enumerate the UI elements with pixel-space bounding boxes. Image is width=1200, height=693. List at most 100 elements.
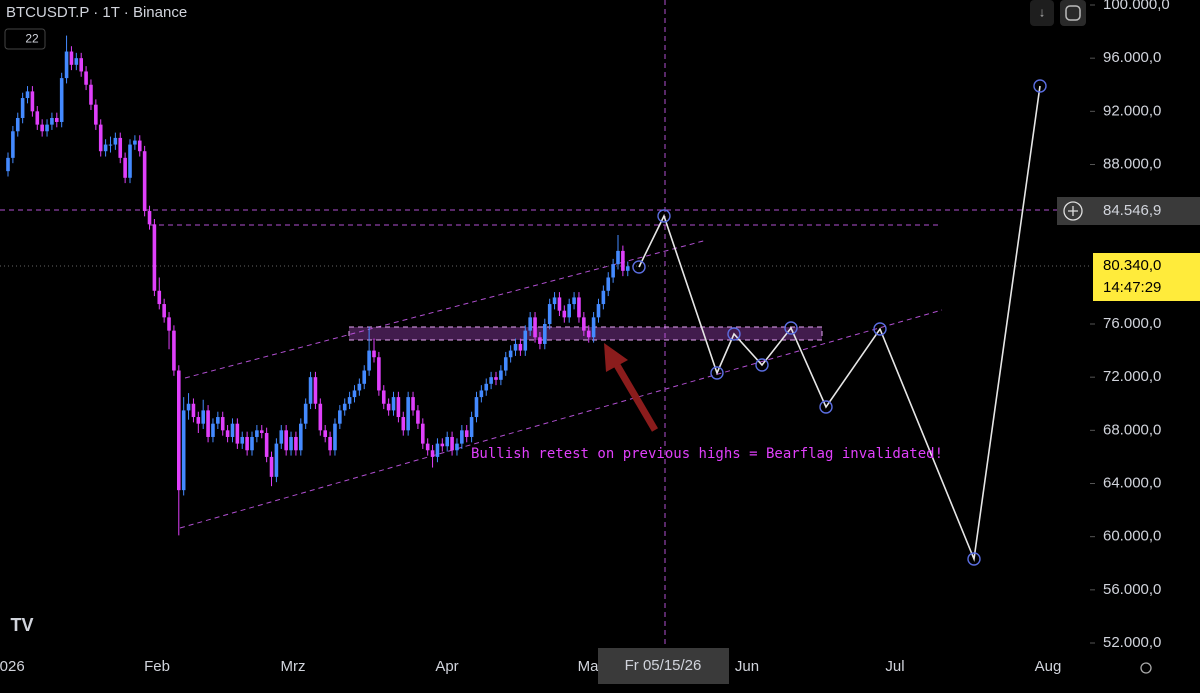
y-tick-label: 64.000,0 bbox=[1103, 474, 1161, 491]
candle-body bbox=[591, 317, 596, 338]
candle-body bbox=[55, 117, 59, 122]
add-icon-plus bbox=[1068, 206, 1078, 216]
candle-body bbox=[11, 131, 15, 158]
candle-body bbox=[381, 390, 386, 404]
candle-body bbox=[528, 317, 532, 331]
arrow-shaft bbox=[610, 358, 659, 432]
channel-lower bbox=[179, 309, 943, 529]
candle-body bbox=[45, 124, 49, 132]
crosshair-price-box bbox=[1057, 197, 1200, 225]
candle-body bbox=[259, 430, 264, 433]
candle-body bbox=[328, 436, 332, 451]
settings-icon[interactable] bbox=[1140, 662, 1152, 674]
y-tick-label: 60.000,0 bbox=[1103, 528, 1161, 545]
candle-body bbox=[50, 117, 54, 125]
candle-body bbox=[308, 377, 313, 404]
refresh-button[interactable] bbox=[1060, 0, 1086, 26]
candle-body bbox=[347, 397, 352, 404]
candle-body bbox=[313, 377, 318, 404]
candle-body bbox=[616, 250, 620, 265]
y-tick-label: 96.000,0 bbox=[1103, 49, 1161, 66]
candle-body bbox=[484, 383, 489, 391]
candle-body bbox=[547, 304, 552, 324]
candle-body bbox=[596, 304, 601, 318]
x-tick-label: Feb bbox=[144, 658, 170, 675]
last-price-box bbox=[1093, 253, 1200, 301]
candle-body bbox=[98, 124, 103, 152]
badge: 22 bbox=[25, 32, 39, 46]
candle-body bbox=[186, 403, 191, 411]
annotation: Bullish retest on previous highs = Bearf… bbox=[471, 446, 943, 462]
x-tick-label: Jun bbox=[735, 658, 759, 675]
y-tick-label: 72.000,0 bbox=[1103, 368, 1161, 385]
scroll-button[interactable] bbox=[1030, 0, 1054, 26]
candle-body bbox=[367, 350, 371, 371]
candle-body bbox=[323, 430, 327, 437]
candle-body bbox=[284, 430, 288, 451]
candle-body bbox=[435, 443, 440, 457]
y-tick-label: 100.000,0 bbox=[1103, 0, 1170, 13]
x-tick-label: 2026 bbox=[0, 658, 25, 675]
candle-body bbox=[494, 377, 498, 380]
candle-body bbox=[196, 417, 201, 424]
crosshair-price: 84.546,9 bbox=[1103, 202, 1161, 219]
candle-body bbox=[489, 377, 493, 384]
candle-body bbox=[89, 84, 93, 105]
candle-body bbox=[84, 71, 88, 85]
y-tick-label: 52.000,0 bbox=[1103, 634, 1161, 651]
candle-body bbox=[469, 417, 474, 437]
candle-body bbox=[557, 297, 562, 311]
candle-body bbox=[386, 403, 391, 411]
candle-body bbox=[264, 432, 269, 457]
candle-body bbox=[201, 410, 205, 424]
candle-body bbox=[425, 443, 430, 451]
candle-body bbox=[460, 430, 464, 444]
candle-body bbox=[440, 443, 445, 447]
price-axis: 100.000,0 96.000,0 92.000,0 88.000,0 76.000,… bbox=[1090, 0, 1170, 651]
candle-body bbox=[538, 337, 542, 344]
projection-points bbox=[632, 79, 1047, 566]
candle-body bbox=[562, 310, 567, 318]
candle-body bbox=[94, 104, 98, 125]
candle-body bbox=[567, 304, 571, 318]
crosshair-date-box bbox=[598, 648, 729, 684]
scroll-icon: ↓ bbox=[1039, 4, 1046, 19]
candle-body bbox=[357, 383, 362, 391]
candle-body bbox=[108, 144, 113, 146]
candle-body bbox=[499, 370, 503, 380]
candle-body bbox=[69, 51, 74, 65]
candle-body bbox=[6, 157, 10, 172]
candle-body bbox=[299, 423, 303, 451]
candle-body bbox=[35, 111, 40, 125]
candle-body bbox=[152, 224, 157, 291]
candle-body bbox=[191, 403, 196, 418]
y-tick-label: 68.000,0 bbox=[1103, 421, 1161, 438]
candle-body bbox=[147, 211, 152, 225]
candle-body bbox=[20, 98, 25, 118]
candle-body bbox=[240, 436, 245, 444]
candle-body bbox=[601, 290, 606, 305]
candle-body bbox=[406, 397, 410, 431]
x-tick-label: Ma bbox=[578, 658, 599, 675]
candle-body bbox=[15, 117, 20, 132]
candle-body bbox=[338, 410, 342, 424]
candle-body bbox=[450, 436, 454, 451]
candle-body bbox=[503, 357, 508, 371]
candle-body bbox=[411, 397, 415, 411]
candle-body bbox=[362, 370, 367, 384]
candle-body bbox=[128, 144, 132, 178]
projection-path bbox=[638, 85, 1041, 563]
candle-body bbox=[621, 250, 625, 271]
candle-body bbox=[445, 436, 449, 447]
candle-body bbox=[474, 397, 479, 418]
candle-body bbox=[269, 456, 274, 477]
add-icon[interactable] bbox=[1063, 201, 1083, 221]
candle-body bbox=[294, 436, 298, 451]
last-price: 80.340,0 bbox=[1103, 257, 1161, 274]
candle-body bbox=[133, 140, 137, 145]
candle-body bbox=[464, 430, 469, 437]
candle-body bbox=[118, 137, 123, 158]
candle-body bbox=[225, 430, 230, 437]
candle-body bbox=[123, 157, 127, 178]
candle-body bbox=[167, 317, 171, 331]
